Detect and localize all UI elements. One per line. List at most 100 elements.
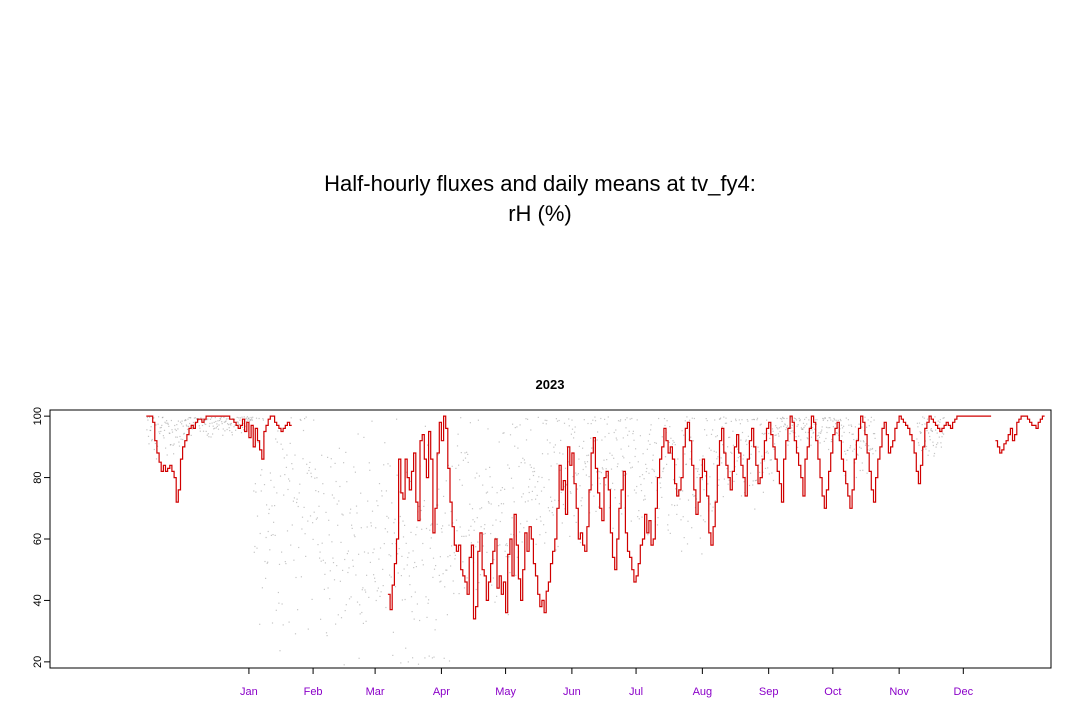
half-hourly-point xyxy=(662,470,664,473)
half-hourly-point xyxy=(321,454,323,456)
half-hourly-point xyxy=(217,420,219,422)
half-hourly-point xyxy=(668,514,670,516)
half-hourly-point xyxy=(230,424,232,426)
half-hourly-point xyxy=(368,462,370,464)
half-hourly-point xyxy=(793,420,795,422)
half-hourly-point xyxy=(173,443,175,445)
half-hourly-point xyxy=(179,435,181,438)
half-hourly-point xyxy=(836,432,838,434)
half-hourly-point xyxy=(386,515,388,517)
half-hourly-point xyxy=(701,479,703,481)
half-hourly-point xyxy=(397,572,399,574)
half-hourly-point xyxy=(577,473,579,475)
half-hourly-point xyxy=(943,433,945,435)
half-hourly-point xyxy=(322,559,324,561)
half-hourly-point xyxy=(867,419,869,421)
half-hourly-point xyxy=(324,562,326,564)
half-hourly-point xyxy=(932,441,934,443)
half-hourly-point xyxy=(630,467,632,469)
half-hourly-point xyxy=(502,503,505,505)
half-hourly-point xyxy=(228,427,230,429)
half-hourly-point xyxy=(652,454,654,456)
half-hourly-point xyxy=(468,534,470,536)
half-hourly-point xyxy=(153,417,155,419)
half-hourly-point xyxy=(355,505,358,507)
half-hourly-point xyxy=(239,419,241,421)
half-hourly-point xyxy=(523,459,525,461)
half-hourly-point xyxy=(796,425,798,427)
half-hourly-point xyxy=(485,468,487,470)
half-hourly-point xyxy=(215,427,217,429)
half-hourly-point xyxy=(160,426,162,429)
half-hourly-point xyxy=(151,440,153,442)
half-hourly-point xyxy=(817,438,819,440)
half-hourly-point xyxy=(433,568,436,570)
half-hourly-point xyxy=(743,481,745,483)
half-hourly-point xyxy=(854,462,856,464)
half-hourly-point xyxy=(419,619,421,622)
half-hourly-point xyxy=(506,543,508,545)
half-hourly-point xyxy=(587,454,590,456)
half-hourly-point xyxy=(871,447,874,450)
half-hourly-point xyxy=(168,432,170,434)
half-hourly-point xyxy=(480,526,482,528)
half-hourly-point xyxy=(305,416,307,418)
half-hourly-point xyxy=(332,557,334,559)
half-hourly-point xyxy=(374,577,376,579)
half-hourly-point xyxy=(463,535,465,537)
half-hourly-point xyxy=(379,547,382,549)
half-hourly-point xyxy=(439,556,441,558)
half-hourly-point xyxy=(575,521,577,523)
half-hourly-point xyxy=(361,589,363,591)
half-hourly-point xyxy=(610,468,613,470)
half-hourly-point xyxy=(761,455,763,457)
half-hourly-point xyxy=(300,419,302,421)
half-hourly-point xyxy=(699,459,701,461)
half-hourly-point xyxy=(573,515,575,517)
half-hourly-point xyxy=(812,432,814,434)
half-hourly-point xyxy=(214,417,216,419)
half-hourly-point xyxy=(372,552,374,554)
half-hourly-point xyxy=(715,451,717,453)
half-hourly-point xyxy=(153,448,155,451)
half-hourly-point xyxy=(873,419,875,421)
half-hourly-point xyxy=(555,418,557,420)
half-hourly-point xyxy=(285,466,287,468)
half-hourly-point xyxy=(296,498,298,500)
half-hourly-point xyxy=(284,561,286,563)
half-hourly-point xyxy=(202,430,205,432)
half-hourly-point xyxy=(182,438,184,441)
half-hourly-point xyxy=(258,417,260,420)
plot-frame xyxy=(49,409,1052,669)
daily-mean-line xyxy=(146,415,1045,620)
half-hourly-point xyxy=(375,599,377,602)
half-hourly-point xyxy=(159,432,161,435)
half-hourly-point xyxy=(471,508,474,510)
half-hourly-point xyxy=(760,423,762,425)
half-hourly-point xyxy=(824,417,826,419)
half-hourly-point xyxy=(660,487,662,489)
half-hourly-point xyxy=(458,464,460,466)
half-hourly-point xyxy=(607,416,609,418)
half-hourly-point xyxy=(636,419,638,421)
half-hourly-point xyxy=(399,491,401,493)
half-hourly-point xyxy=(547,453,549,455)
half-hourly-point xyxy=(416,526,418,528)
half-hourly-point xyxy=(683,434,685,436)
half-hourly-point xyxy=(632,433,634,435)
half-hourly-point xyxy=(340,617,343,619)
half-hourly-point xyxy=(841,435,843,437)
half-hourly-point xyxy=(825,426,828,428)
half-hourly-point xyxy=(540,520,542,522)
half-hourly-point xyxy=(822,419,824,421)
half-hourly-point xyxy=(310,472,312,474)
half-hourly-point xyxy=(337,524,339,526)
half-hourly-point xyxy=(181,420,183,422)
half-hourly-point xyxy=(339,485,341,488)
half-hourly-point xyxy=(866,426,868,428)
chart-title-line-2: rH (%) xyxy=(508,201,572,226)
half-hourly-point xyxy=(376,590,378,592)
x-tick-label: Dec xyxy=(954,686,974,698)
half-hourly-point xyxy=(552,514,554,516)
half-hourly-point xyxy=(918,422,921,424)
